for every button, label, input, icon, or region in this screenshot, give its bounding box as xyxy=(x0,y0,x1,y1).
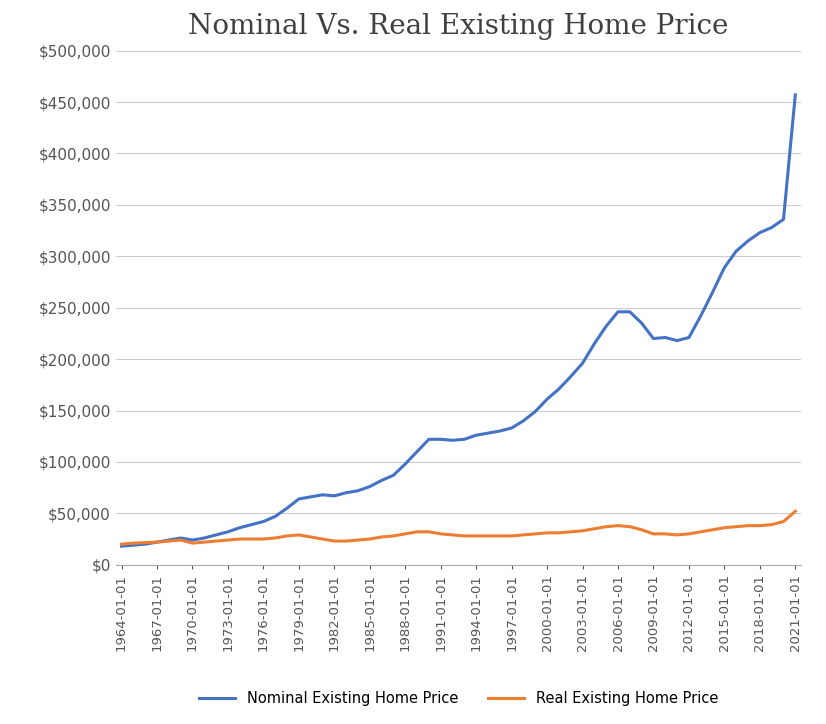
Nominal Existing Home Price xyxy=(767,223,776,232)
Nominal Existing Home Price xyxy=(270,512,280,521)
Nominal Existing Home Price xyxy=(282,504,292,513)
Nominal Existing Home Price xyxy=(566,372,576,381)
Real Existing Home Price xyxy=(566,528,576,536)
Real Existing Home Price xyxy=(116,540,126,549)
Nominal Existing Home Price xyxy=(790,90,800,99)
Real Existing Home Price xyxy=(684,529,694,538)
Real Existing Home Price xyxy=(270,534,280,542)
Line: Real Existing Home Price: Real Existing Home Price xyxy=(121,511,795,544)
Nominal Existing Home Price xyxy=(613,308,623,316)
Real Existing Home Price xyxy=(790,507,800,515)
Real Existing Home Price xyxy=(613,521,623,530)
Real Existing Home Price xyxy=(282,531,292,540)
Real Existing Home Price xyxy=(767,521,776,529)
Nominal Existing Home Price xyxy=(684,333,694,342)
Title: Nominal Vs. Real Existing Home Price: Nominal Vs. Real Existing Home Price xyxy=(188,13,729,40)
Nominal Existing Home Price xyxy=(116,542,126,550)
Legend: Nominal Existing Home Price, Real Existing Home Price: Nominal Existing Home Price, Real Existi… xyxy=(193,685,724,712)
Line: Nominal Existing Home Price: Nominal Existing Home Price xyxy=(121,95,795,546)
